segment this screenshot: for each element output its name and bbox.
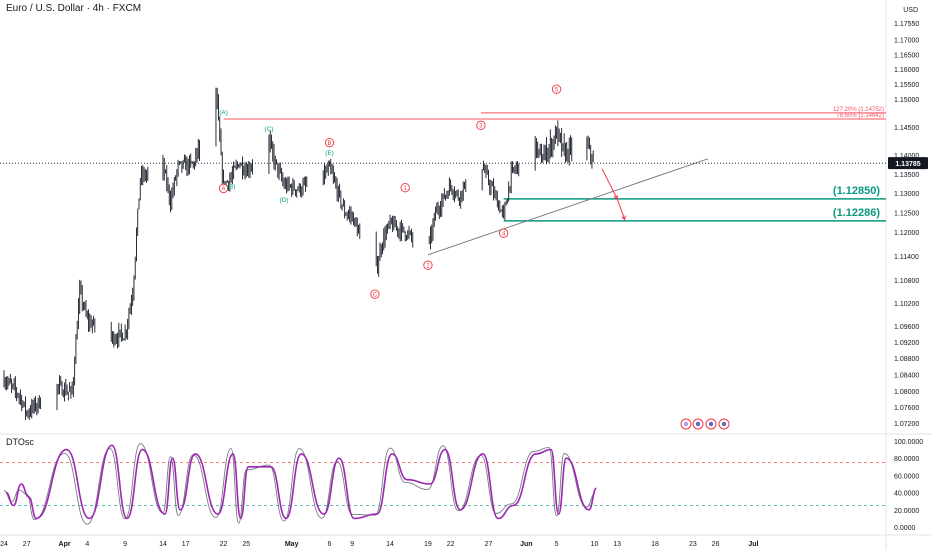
wave-label: 1 [404, 186, 408, 192]
price-tick-label: 1.15500 [894, 82, 919, 89]
time-tick-label: 22 [447, 541, 455, 548]
time-tick-label: 4 [85, 541, 89, 548]
price-tick-label: 1.13500 [894, 172, 919, 179]
projection-arrowhead [621, 215, 626, 221]
target-label: (1.12850) [833, 185, 880, 197]
wave-label: C [373, 292, 378, 298]
price-tick-label: 1.13000 [894, 191, 919, 198]
time-tick-label: 23 [689, 541, 697, 548]
fib-level-label: 127.20% (1.14752) [833, 107, 884, 113]
osc-tick-label: 100.0000 [894, 439, 923, 446]
time-tick-label: 17 [182, 541, 190, 548]
osc-tick-label: 20.0000 [894, 508, 919, 515]
current-price-badge [888, 157, 928, 170]
target-label: (1.12286) [833, 207, 880, 219]
wave-marker [498, 228, 509, 238]
price-tick-label: 1.08800 [894, 356, 919, 363]
event-icon-dot [695, 421, 701, 427]
wave-label: (E) [325, 150, 334, 157]
price-tick-label: 1.17550 [894, 21, 919, 28]
time-tick-label: 24 [0, 541, 8, 548]
projection-arrow [616, 198, 626, 220]
event-icon-dot [721, 421, 727, 427]
price-tick-label: 1.10200 [894, 301, 919, 308]
wave-marker [400, 183, 410, 193]
event-icon-dot [683, 421, 689, 427]
wave-marker [218, 183, 229, 194]
time-tick-label: 14 [386, 541, 394, 548]
price-tick-label: 1.08000 [894, 389, 919, 396]
price-tick-label: 1.14000 [894, 153, 919, 160]
price-tick-label: 1.14500 [894, 125, 919, 132]
time-tick-label: 18 [651, 541, 659, 548]
time-tick-label: 26 [712, 541, 720, 548]
wave-marker [423, 260, 433, 270]
time-tick-label: 10 [591, 541, 599, 548]
price-tick-label: 1.11400 [894, 254, 919, 261]
osc-tick-label: 0.0000 [894, 525, 916, 532]
price-tick-label: 1.08400 [894, 373, 919, 380]
projection-arrow [601, 168, 618, 200]
time-tick-label: Apr [59, 541, 71, 548]
wave-label: (A) [219, 110, 228, 117]
osc-d-line [3, 443, 595, 525]
osc-k-line [5, 444, 597, 520]
wave-label: 2 [426, 263, 430, 269]
time-tick-label: 13 [613, 541, 621, 548]
wave-marker [476, 120, 486, 130]
time-tick-label: May [285, 541, 299, 548]
wave-label: B [328, 141, 332, 147]
wave-label: (B) [227, 183, 236, 190]
price-tick-label: 1.10800 [894, 278, 919, 285]
price-tick-label: 1.16000 [894, 67, 919, 74]
price-tick-label: 1.09600 [894, 324, 919, 331]
time-tick-label: 14 [159, 541, 167, 548]
time-tick-label: 5 [555, 541, 559, 548]
wave-label: 3 [479, 124, 483, 130]
time-tick-label: 6 [328, 541, 332, 548]
osc-tick-label: 80.0000 [894, 456, 919, 463]
price-tick-label: 1.12000 [894, 230, 919, 237]
price-tick-label: 1.16500 [894, 52, 919, 59]
wave-label: 4 [502, 231, 506, 237]
osc-tick-label: 60.0000 [894, 473, 919, 480]
time-tick-label: 27 [23, 541, 31, 548]
wave-label: A [222, 187, 226, 193]
chart-title: Euro / U.S. Dollar · 4h · FXCM [6, 3, 142, 14]
price-tick-label: 1.09200 [894, 340, 919, 347]
time-tick-label: 25 [242, 541, 250, 548]
candles [3, 87, 594, 421]
wave-marker [551, 84, 562, 94]
time-tick-label: 9 [350, 541, 354, 548]
price-tick-label: 1.17000 [894, 37, 919, 44]
currency-label: USD [903, 7, 918, 14]
time-tick-label: 9 [123, 541, 127, 548]
osc-tick-label: 40.0000 [894, 491, 919, 498]
trendline [427, 158, 709, 256]
price-tick-label: 1.15000 [894, 97, 919, 104]
time-tick-label: Jun [520, 541, 532, 548]
wave-label: (D) [280, 197, 289, 204]
event-icon-dot [708, 421, 714, 427]
wave-label: 5 [555, 87, 559, 93]
current-price-label: 1.13785 [895, 161, 920, 168]
time-tick-label: Jul [748, 541, 758, 548]
wave-marker [370, 289, 380, 299]
indicator-label: DTOsc [6, 437, 34, 447]
price-tick-label: 1.07600 [894, 405, 919, 412]
wave-marker [324, 138, 335, 148]
time-tick-label: 22 [220, 541, 228, 548]
wave-label: (C) [264, 126, 273, 133]
time-tick-label: 19 [424, 541, 432, 548]
price-tick-label: 1.12500 [894, 211, 919, 218]
fib-level-label: 78.60% (1.14642) [836, 113, 884, 119]
price-tick-label: 1.07200 [894, 421, 919, 428]
time-tick-label: 27 [485, 541, 493, 548]
